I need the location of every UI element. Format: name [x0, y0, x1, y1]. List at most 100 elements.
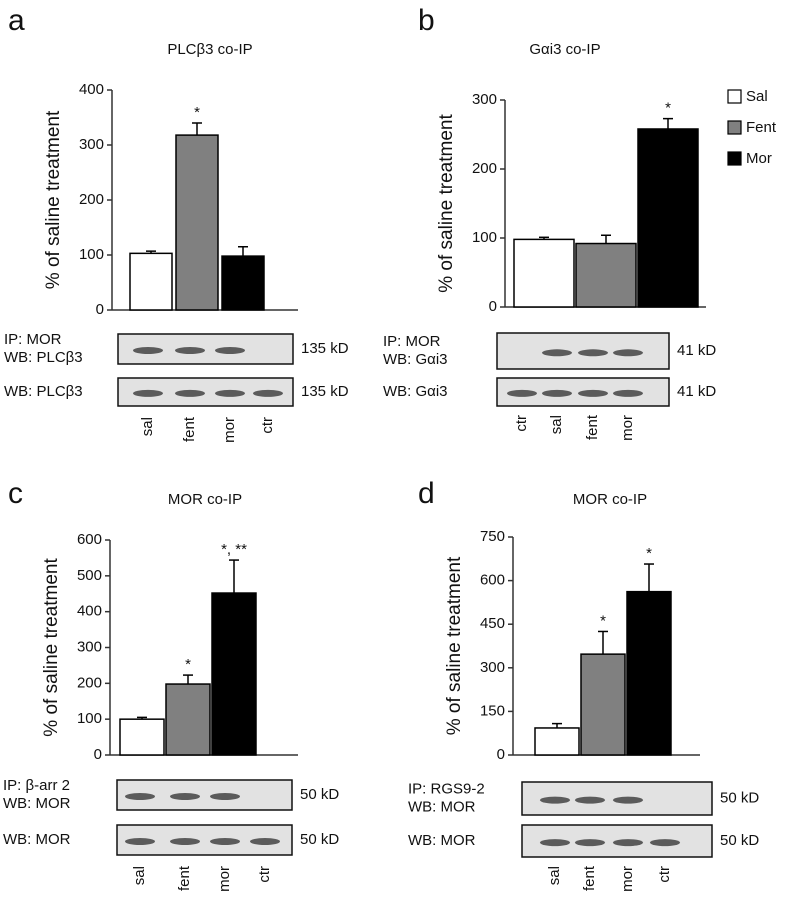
lane-label: sal: [548, 415, 565, 434]
panel-letter: b: [418, 4, 435, 37]
band: [613, 349, 643, 357]
lane-label: ctr: [656, 866, 673, 883]
significance: *, **: [221, 541, 247, 558]
band: [578, 389, 608, 397]
blot-label: WB: Gαi3: [383, 351, 448, 368]
band: [542, 349, 572, 357]
band: [170, 838, 200, 845]
bar: [175, 134, 219, 311]
y-tick-label: 0: [489, 298, 497, 315]
blot-label: WB: MOR: [408, 798, 476, 815]
band-size: 50 kD: [300, 831, 339, 848]
band: [250, 838, 280, 845]
y-tick-label: 100: [472, 229, 497, 246]
lane-label: fent: [181, 416, 198, 442]
band: [613, 796, 643, 804]
bar: [626, 590, 672, 756]
y-tick-label: 600: [77, 531, 102, 548]
chart-title: PLCβ3 co-IP: [167, 41, 252, 58]
blot-label: WB: MOR: [3, 795, 71, 812]
band-size: 50 kD: [720, 789, 759, 806]
blot-label: IP: RGS9-2: [408, 780, 485, 797]
lane-label: mor: [216, 866, 233, 892]
y-tick-label: 300: [79, 136, 104, 153]
panel-letter: a: [8, 4, 25, 37]
y-tick-label: 150: [480, 702, 505, 719]
band: [650, 839, 680, 847]
y-tick-label: 200: [77, 674, 102, 691]
y-tick-label: 0: [96, 301, 104, 318]
band: [175, 389, 205, 397]
band: [578, 349, 608, 357]
bar: [165, 683, 211, 756]
y-tick-label: 100: [77, 710, 102, 727]
band: [210, 838, 240, 845]
band-size: 41 kD: [677, 342, 716, 359]
lane-label: sal: [139, 417, 156, 436]
band: [125, 838, 155, 845]
band-size: 50 kD: [720, 832, 759, 849]
band: [215, 347, 245, 354]
band: [175, 347, 205, 354]
bar: [211, 592, 257, 756]
y-axis-label: % of saline treatment: [444, 556, 465, 735]
chart-title: MOR co-IP: [573, 491, 647, 508]
legend-swatch: [727, 151, 742, 166]
y-tick-label: 300: [77, 638, 102, 655]
y-tick-label: 0: [497, 746, 505, 763]
lane-label: fent: [176, 865, 193, 891]
band: [133, 389, 163, 397]
y-tick-label: 200: [79, 191, 104, 208]
chart-title: Gαi3 co-IP: [529, 41, 600, 58]
significance: *: [600, 612, 606, 629]
blot-label: WB: MOR: [408, 832, 476, 849]
y-tick-label: 500: [77, 567, 102, 584]
lane-label: mor: [221, 417, 238, 443]
band: [613, 389, 643, 397]
significance: *: [194, 104, 200, 121]
y-tick-label: 600: [480, 572, 505, 589]
blot-label: WB: PLCβ3: [4, 383, 83, 400]
band-size: 41 kD: [677, 383, 716, 400]
bar: [221, 255, 265, 311]
bar: [513, 238, 575, 308]
y-axis-label: % of saline treatment: [436, 114, 457, 293]
band: [542, 389, 572, 397]
band: [210, 793, 240, 800]
band: [540, 796, 570, 804]
band: [215, 389, 245, 397]
lane-label: ctr: [256, 866, 273, 883]
band: [575, 839, 605, 847]
band-size: 135 kD: [301, 383, 349, 400]
significance: *: [185, 656, 191, 673]
blot-label: IP: MOR: [383, 333, 441, 350]
blot-label: WB: PLCβ3: [4, 349, 83, 366]
legend-label: Sal: [746, 88, 768, 105]
y-tick-label: 400: [77, 603, 102, 620]
lane-label: fent: [584, 414, 601, 440]
lane-label: ctr: [259, 417, 276, 434]
legend-swatch: [727, 89, 742, 104]
band: [253, 389, 283, 397]
blot-label: IP: MOR: [4, 331, 62, 348]
blot-label: WB: MOR: [3, 831, 71, 848]
bar: [119, 718, 165, 756]
blot-label: IP: β-arr 2: [3, 777, 70, 794]
y-axis-label: % of saline treatment: [41, 558, 62, 737]
band: [133, 347, 163, 354]
band: [170, 793, 200, 800]
y-axis-label: % of saline treatment: [43, 110, 64, 289]
legend-label: Mor: [746, 150, 772, 167]
y-tick-label: 300: [472, 91, 497, 108]
lane-label: mor: [619, 415, 636, 441]
bar: [637, 128, 699, 308]
lane-label: sal: [546, 866, 563, 885]
band: [540, 839, 570, 847]
y-tick-label: 0: [94, 746, 102, 763]
lane-label: sal: [131, 866, 148, 885]
bar: [534, 727, 580, 756]
lane-label: mor: [619, 866, 636, 892]
blot: [116, 779, 293, 811]
bar: [575, 242, 637, 308]
